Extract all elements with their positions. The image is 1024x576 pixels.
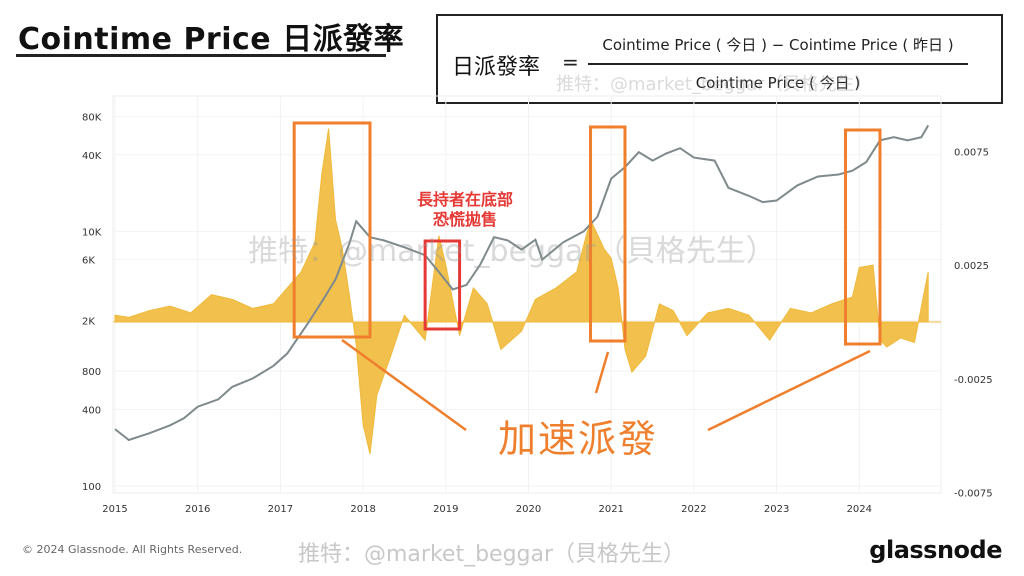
- left-tick-label: 6K: [82, 256, 95, 267]
- x-tick-label: 2015: [102, 504, 127, 515]
- right-tick-label: 0.0025: [954, 261, 989, 272]
- cointime-price-series: [114, 124, 930, 442]
- x-tick-label: 2024: [847, 504, 872, 515]
- title-underline: [16, 54, 386, 57]
- x-tick-label: 2019: [433, 504, 458, 515]
- x-tick-label: 2016: [185, 504, 210, 515]
- watermark-center: 推特：@market_beggar（貝格先生）: [248, 234, 776, 269]
- orange-annotation: 加速派發: [498, 417, 659, 461]
- right-tick-label: -0.0075: [954, 489, 993, 500]
- formula-lhs: 日派發率: [452, 55, 541, 80]
- left-tick-label: 800: [82, 367, 101, 378]
- x-tick-label: 2018: [350, 504, 375, 515]
- red-annotation-line1: 長持者在底部: [416, 190, 513, 209]
- left-axis-ticks: 80K 40K 10K 6K 2K 800 400 100: [82, 112, 102, 493]
- cointime-price-line: [114, 124, 930, 442]
- formula-box: 日派發率 = Cointime Price ( 今日 ) − Cointime …: [436, 14, 1003, 104]
- formula-equals: =: [562, 50, 579, 74]
- footer-copyright: © 2024 Glassnode. All Rights Reserved.: [22, 543, 243, 556]
- pointer-line-mid: [594, 351, 610, 394]
- left-tick-label: 100: [82, 482, 101, 493]
- distribution-rate-area: [114, 128, 929, 455]
- chart-title: Cointime Price 日派發率: [18, 22, 405, 57]
- right-axis-ticks: 0.0075 0.0025 -0.0025 -0.0075: [954, 147, 993, 499]
- left-tick-label: 10K: [82, 227, 102, 238]
- left-tick-label: 40K: [82, 151, 102, 162]
- pointer-line-left: [341, 338, 467, 432]
- right-tick-label: 0.0075: [954, 147, 989, 158]
- red-annotation: 長持者在底部 恐慌拋售: [390, 190, 540, 230]
- left-tick-label: 400: [82, 405, 101, 416]
- formula-fraction-bar: [588, 63, 968, 65]
- left-tick-label: 2K: [82, 316, 95, 327]
- footer-watermark: 推特：@market_beggar（貝格先生）: [298, 542, 686, 567]
- right-tick-label: -0.0025: [954, 375, 993, 386]
- x-axis-ticks: 2015 2016 2017 2018 2019 2020 2021 2022 2023 2024: [102, 504, 872, 515]
- x-tick-label: 2021: [598, 504, 623, 515]
- pointer-line-right: [707, 349, 871, 432]
- x-tick-label: 2020: [516, 504, 541, 515]
- left-tick-label: 80K: [82, 112, 102, 123]
- x-tick-label: 2022: [681, 504, 706, 515]
- formula-denominator: Cointime Price ( 今日 ): [695, 74, 861, 92]
- watermark-top: 推特：@market_beggar（貝格先生）: [556, 74, 873, 95]
- highlight-boxes: [292, 121, 882, 432]
- glassnode-logo: glassnode: [869, 536, 1002, 564]
- highlight-box-2021: [589, 125, 627, 343]
- distribution-rate-series: [113, 128, 941, 455]
- x-tick-label: 2023: [764, 504, 789, 515]
- highlight-box-2024: [844, 128, 882, 346]
- x-tick-label: 2017: [268, 504, 293, 515]
- red-annotation-line2: 恐慌拋售: [432, 210, 497, 229]
- highlight-box-2017: [292, 121, 372, 339]
- plot-frame: [112, 95, 942, 494]
- highlight-box-2019: [423, 239, 462, 331]
- formula-numerator: Cointime Price ( 今日 ) − Cointime Price (…: [602, 36, 954, 54]
